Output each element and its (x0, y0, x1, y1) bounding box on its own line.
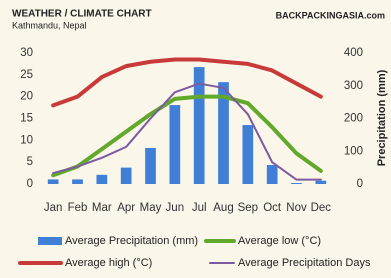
y2-tick-label: 100 (344, 145, 363, 157)
chart-title: WEATHER / CLIMATE CHART (12, 9, 152, 20)
source: BACKPACKINGASIA.com (276, 10, 385, 20)
y2-tick-label: 400 (344, 47, 363, 59)
bar (315, 181, 326, 184)
bar (145, 148, 156, 184)
legend-label: Average low (°C) (238, 235, 321, 247)
bar (169, 105, 180, 184)
bar (96, 175, 107, 184)
bar (121, 168, 132, 184)
x-tick-label: Aug (213, 202, 233, 214)
y2-tick-label: 0 (357, 178, 363, 190)
bar (48, 179, 59, 184)
x-tick-label: Dec (311, 202, 332, 214)
y-tick-label: 30 (20, 47, 33, 59)
x-tick-label: Jun (166, 202, 185, 214)
x-tick-label: Mar (92, 202, 112, 214)
legend-label: Average Precipitation (mm) (65, 235, 198, 247)
bar (267, 165, 278, 184)
legend-label: Average high (°C) (65, 257, 152, 269)
x-tick-label: Feb (68, 202, 88, 214)
x-tick-label: Oct (263, 202, 282, 214)
legend-label: Average Precipitation Days (238, 257, 371, 269)
legend-swatch (38, 237, 62, 245)
y2-tick-label: 300 (344, 80, 363, 92)
y-tick-label: 10 (20, 134, 33, 146)
y-tick-label: 5 (27, 156, 33, 168)
y-tick-label: 20 (20, 91, 33, 103)
line (53, 97, 321, 176)
chart-subtitle: Kathmandu, Nepal (12, 20, 87, 30)
x-tick-label: Jul (192, 202, 207, 214)
y2-axis-label: Precipitation (mm) (376, 69, 388, 166)
x-tick-label: Sep (238, 202, 258, 214)
bar (72, 179, 83, 184)
y-tick-label: 0 (27, 178, 33, 190)
chart: WEATHER / CLIMATE CHART Kathmandu, Nepal… (0, 0, 391, 278)
x-tick-label: May (140, 202, 162, 214)
y-tick-label: 15 (20, 113, 33, 125)
x-tick-label: Nov (286, 202, 307, 214)
x-tick-label: Jan (44, 202, 63, 214)
bar (242, 125, 253, 184)
x-tick-label: Apr (117, 202, 135, 214)
y2-tick-label: 200 (344, 113, 363, 125)
y-tick-label: 25 (20, 69, 33, 81)
bar (291, 183, 302, 184)
